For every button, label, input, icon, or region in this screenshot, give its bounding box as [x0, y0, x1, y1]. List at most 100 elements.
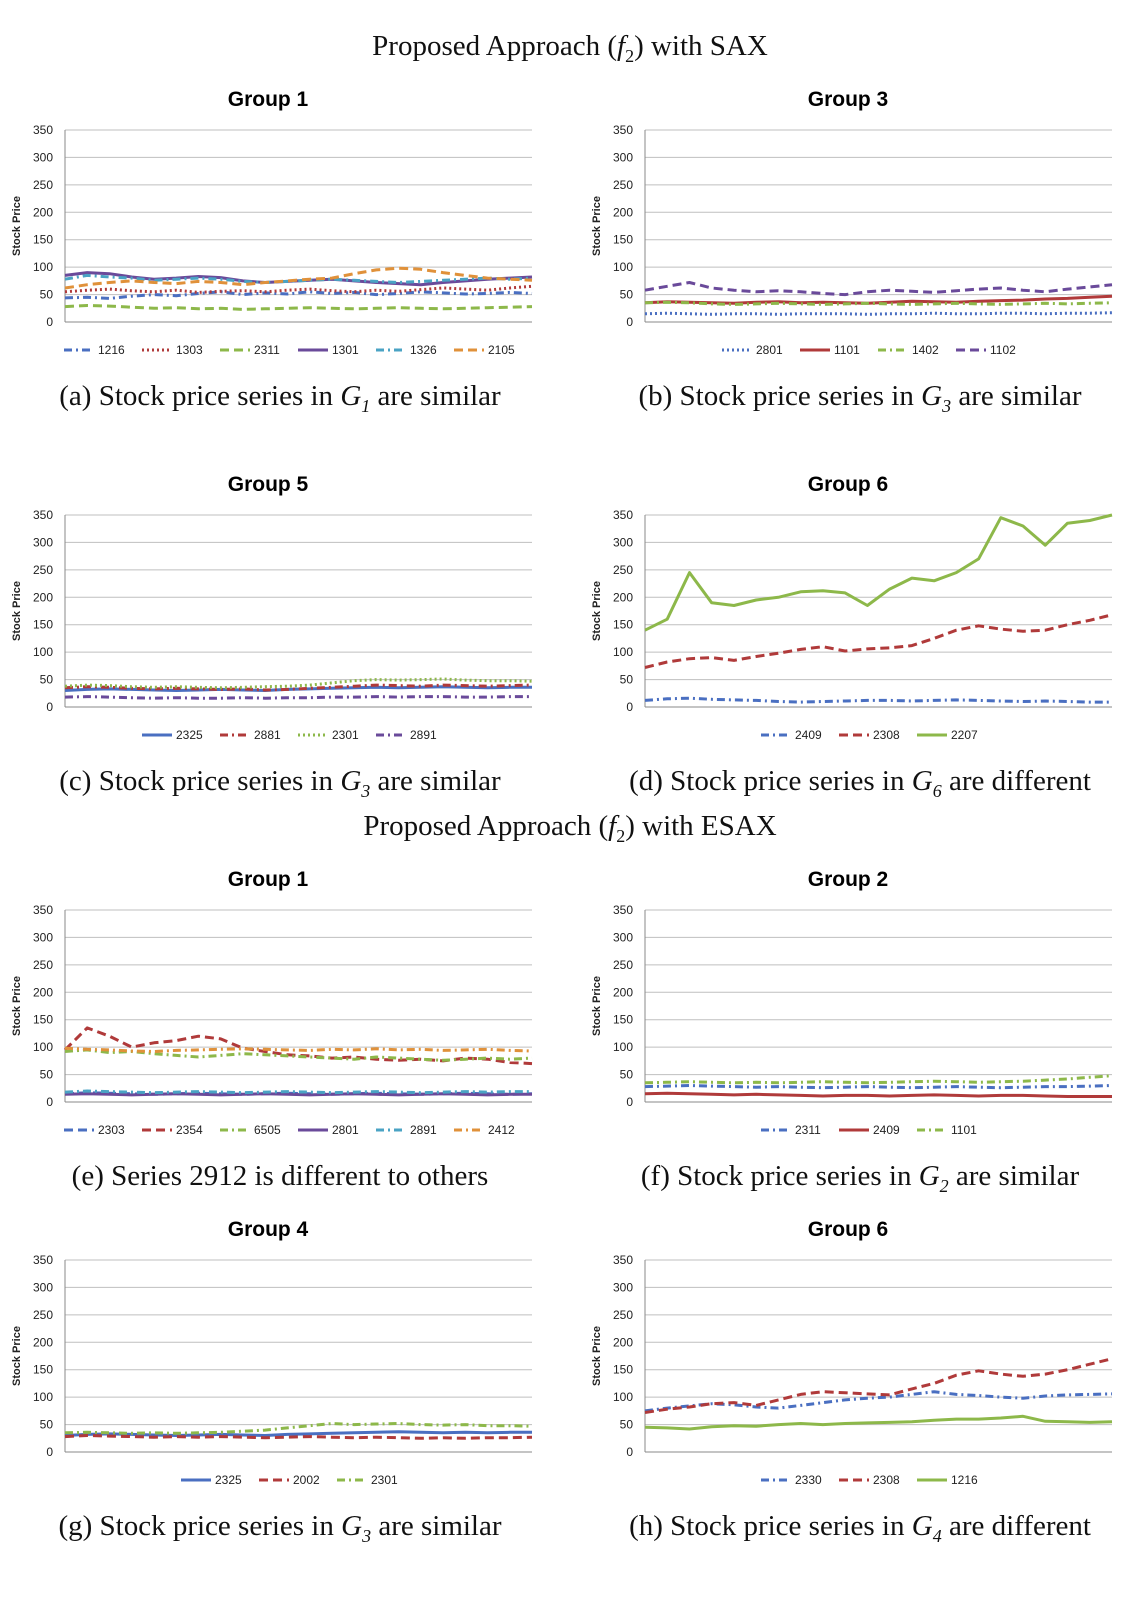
y-tick-label: 350: [613, 903, 633, 917]
chart-caption: (a) Stock price series in G1 are similar: [59, 380, 501, 416]
legend-label: 1102: [990, 343, 1016, 357]
series-line-2301: [64, 1422, 533, 1435]
y-tick-label: 150: [613, 1013, 633, 1027]
y-tick-label: 100: [613, 645, 633, 659]
y-tick-label: 250: [613, 1308, 633, 1322]
y-tick-label: 200: [613, 1335, 633, 1349]
y-tick-label: 300: [613, 150, 633, 164]
legend-label: 2881: [254, 728, 281, 742]
legend-label: 2311: [254, 343, 280, 357]
series-line-1102: [644, 281, 1113, 297]
line-chart: Group 1 Stock Price 0 50 100 150 200 250 300 350 2…: [11, 868, 533, 1137]
line-chart: Group 2 Stock Price 0 50 100 150 200 250 300 350 2…: [591, 868, 1113, 1137]
legend-label: 1216: [98, 343, 125, 357]
y-tick-label: 150: [613, 618, 633, 632]
chart-caption: (d) Stock price series in G6 are differe…: [629, 765, 1091, 801]
chart-caption: (b) Stock price series in G3 are similar: [638, 380, 1082, 416]
legend-label: 1101: [951, 1123, 977, 1137]
chart-panel-5: Group 1 Stock Price 0 50 100 150 200 250 300 350 2…: [0, 860, 560, 1250]
y-tick-label: 150: [33, 1363, 53, 1377]
y-tick-label: 250: [33, 958, 53, 972]
legend-label: 2311: [795, 1123, 821, 1137]
y-tick-label: 300: [33, 150, 53, 164]
legend-label: 2409: [873, 1123, 900, 1137]
y-tick-label: 50: [620, 673, 634, 687]
series-line-2308: [644, 1357, 1113, 1414]
legend-label: 2002: [293, 1473, 320, 1487]
y-tick-label: 350: [33, 508, 53, 522]
legend-label: 2301: [371, 1473, 398, 1487]
y-tick-label: 350: [613, 123, 633, 137]
y-tick-label: 50: [620, 1068, 634, 1082]
y-tick-label: 150: [613, 1363, 633, 1377]
y-tick-label: 0: [626, 700, 633, 714]
y-tick-label: 0: [626, 1445, 633, 1459]
y-tick-label: 200: [613, 205, 633, 219]
chart-title: Group 1: [228, 868, 309, 891]
line-chart: Group 1 Stock Price 0 50 100 150 200 250 300 350 1…: [11, 88, 533, 357]
y-tick-label: 300: [33, 535, 53, 549]
y-tick-label: 100: [33, 1040, 53, 1054]
y-tick-label: 0: [46, 1445, 53, 1459]
y-tick-label: 200: [613, 590, 633, 604]
line-chart: Group 6 Stock Price 0 50 100 150 200 250 300 350 2…: [591, 473, 1113, 742]
series-line-2881: [64, 683, 533, 692]
chart-title: Group 4: [228, 1218, 309, 1241]
y-axis-label: Stock Price: [591, 196, 603, 256]
chart-panel-3: Group 5 Stock Price 0 50 100 150 200 250 300 350 2…: [0, 465, 560, 855]
y-tick-label: 0: [46, 315, 53, 329]
legend-label: 6505: [254, 1123, 281, 1137]
legend-label: 1301: [332, 343, 359, 357]
series-line-2891: [64, 1089, 532, 1095]
series-line-2325: [64, 1430, 532, 1437]
line-chart: Group 4 Stock Price 0 50 100 150 200 250 300 350 2…: [11, 1218, 533, 1487]
legend-label: 2325: [215, 1473, 242, 1487]
y-axis-label: Stock Price: [11, 581, 23, 641]
y-tick-label: 150: [33, 618, 53, 632]
y-tick-label: 300: [613, 1280, 633, 1294]
series-line-2409: [644, 696, 1112, 704]
chart-panel-1: Group 1 Stock Price 0 50 100 150 200 250 300 350 1…: [0, 80, 560, 470]
chart-caption: (e) Series 2912 is different to others: [71, 1160, 489, 1192]
legend-label: 1303: [176, 343, 203, 357]
chart-panel-6: Group 2 Stock Price 0 50 100 150 200 250 300 350 2…: [580, 860, 1140, 1250]
y-tick-label: 250: [33, 178, 53, 192]
y-axis-label: Stock Price: [11, 976, 23, 1036]
y-tick-label: 50: [40, 1068, 54, 1082]
series-line-1216: [64, 290, 533, 300]
y-tick-label: 50: [620, 288, 634, 302]
legend-label: 2330: [795, 1473, 822, 1487]
y-axis-label: Stock Price: [11, 1326, 23, 1386]
y-tick-label: 100: [613, 260, 633, 274]
series-line-2311: [644, 1084, 1113, 1090]
chart-title: Group 2: [808, 868, 889, 891]
y-tick-label: 100: [613, 1390, 633, 1404]
series-line-1402: [644, 300, 1113, 306]
y-tick-label: 200: [33, 590, 53, 604]
legend-label: 1216: [951, 1473, 978, 1487]
chart-title: Group 3: [808, 88, 889, 111]
legend-label: 2308: [873, 1473, 900, 1487]
y-tick-label: 100: [33, 645, 53, 659]
y-axis-label: Stock Price: [591, 976, 603, 1036]
y-tick-label: 50: [40, 1418, 54, 1432]
y-tick-label: 250: [613, 958, 633, 972]
legend-label: 2801: [332, 1123, 359, 1137]
series-line-2308: [644, 613, 1113, 669]
series-line-2002: [64, 1434, 533, 1440]
legend-label: 2801: [756, 343, 783, 357]
series-line-1326: [64, 273, 533, 284]
legend-label: 2354: [176, 1123, 203, 1137]
y-tick-label: 0: [626, 1095, 633, 1109]
series-line-1101: [644, 1074, 1113, 1085]
y-tick-label: 250: [613, 178, 633, 192]
y-tick-label: 300: [33, 930, 53, 944]
y-tick-label: 0: [46, 1095, 53, 1109]
legend-label: 2308: [873, 728, 900, 742]
y-tick-label: 200: [33, 1335, 53, 1349]
chart-caption: (f) Stock price series in G2 are similar: [640, 1160, 1080, 1196]
y-tick-label: 350: [33, 1253, 53, 1267]
chart-title: Group 1: [228, 88, 309, 111]
legend-label: 2891: [410, 1123, 437, 1137]
section-title-esax: Proposed Approach (f2) with ESAX: [363, 810, 777, 846]
